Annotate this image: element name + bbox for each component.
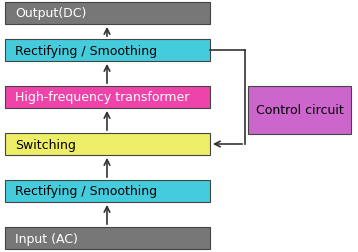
FancyBboxPatch shape (5, 3, 210, 25)
FancyBboxPatch shape (5, 227, 210, 249)
Text: Rectifying / Smoothing: Rectifying / Smoothing (15, 44, 158, 57)
FancyBboxPatch shape (5, 40, 210, 62)
FancyBboxPatch shape (5, 134, 210, 155)
Text: Switching: Switching (15, 138, 76, 151)
FancyBboxPatch shape (248, 87, 351, 135)
FancyBboxPatch shape (5, 87, 210, 109)
Text: High-frequency transformer: High-frequency transformer (15, 91, 190, 104)
FancyBboxPatch shape (5, 180, 210, 202)
Text: Input (AC): Input (AC) (15, 232, 78, 244)
Text: Control circuit: Control circuit (256, 104, 343, 117)
Text: Rectifying / Smoothing: Rectifying / Smoothing (15, 185, 158, 198)
Text: Output(DC): Output(DC) (15, 8, 87, 20)
